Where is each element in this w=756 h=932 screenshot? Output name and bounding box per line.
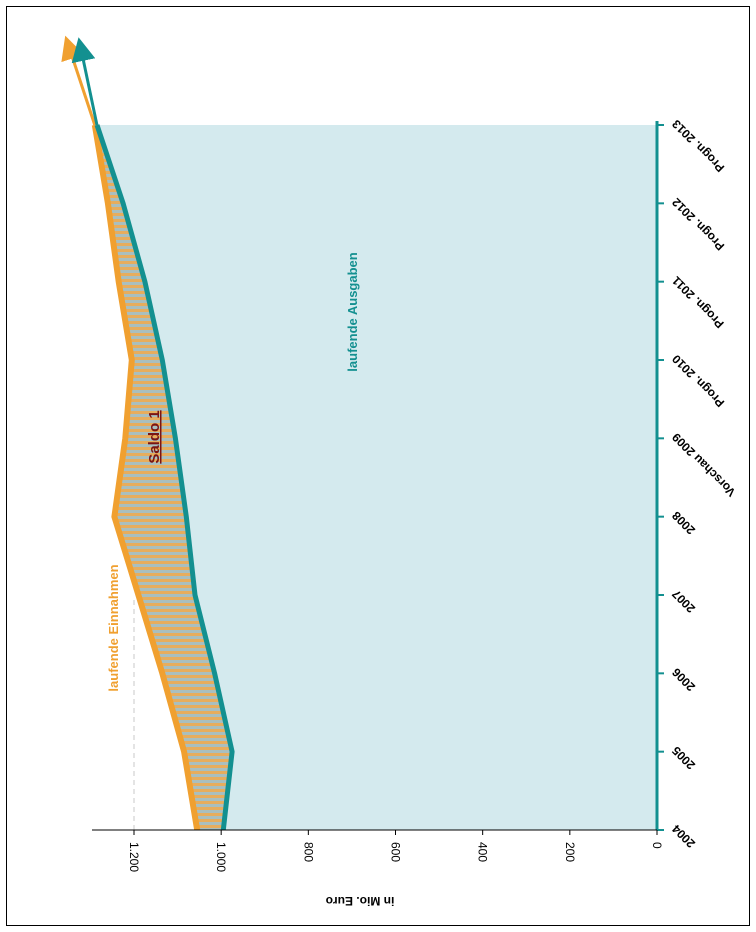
value-tick-label: 800 xyxy=(301,842,315,862)
value-ticks: 0 200 400 600 800 1.000 1.200 xyxy=(127,830,664,872)
value-axis-label: in Mio. Euro xyxy=(326,894,395,908)
value-tick-label: 600 xyxy=(389,842,403,862)
saldo-hatched-area xyxy=(94,125,233,830)
saldo-annotation: Saldo 1 xyxy=(146,410,163,463)
value-tick-label: 1.000 xyxy=(214,842,228,872)
value-tick-label: 0 xyxy=(650,842,664,849)
ausgaben-trend-arrow xyxy=(71,37,99,126)
ausgaben-label: laufende Ausgaben xyxy=(345,252,360,371)
einnahmen-label: laufende Einnahmen xyxy=(106,564,121,691)
ausgaben-area-fill xyxy=(97,125,657,830)
value-tick-label: 200 xyxy=(563,842,577,862)
einnahmen-series-line xyxy=(91,124,201,831)
value-tick-label: 1.200 xyxy=(127,842,141,872)
value-tick-label: 400 xyxy=(476,842,490,862)
ausgaben-series-line xyxy=(94,124,235,831)
